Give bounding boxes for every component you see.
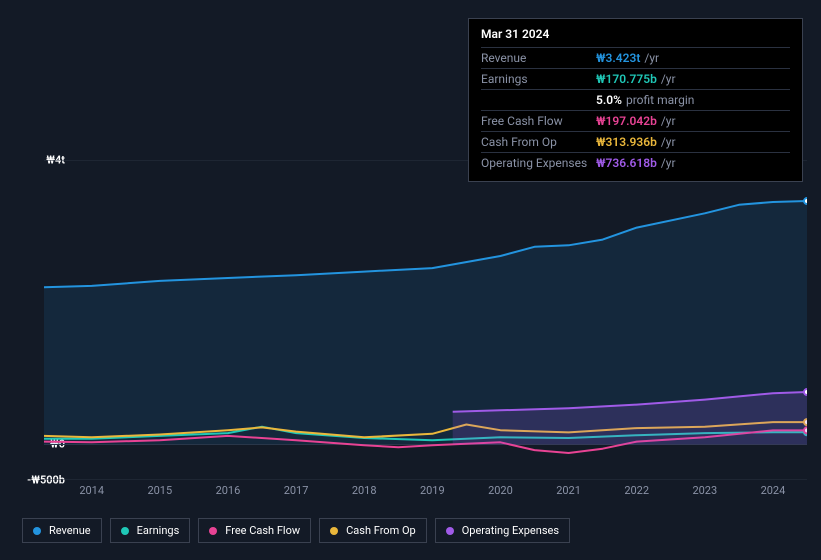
legend-dot-icon bbox=[33, 527, 41, 535]
tooltip-value: ₩3.423t bbox=[596, 51, 640, 65]
x-tick-label: 2020 bbox=[488, 484, 513, 497]
x-tick-label: 2024 bbox=[761, 484, 786, 497]
legend-item[interactable]: Earnings bbox=[110, 518, 191, 543]
tooltip-row: Operating Expenses₩736.618b/yr bbox=[481, 153, 790, 173]
tooltip-date: Mar 31 2024 bbox=[481, 27, 790, 48]
tooltip-row: 5.0% profit margin bbox=[481, 90, 790, 111]
tooltip-value: ₩736.618b bbox=[596, 156, 657, 170]
legend-label: Revenue bbox=[49, 524, 91, 537]
x-tick-label: 2014 bbox=[79, 484, 104, 497]
tooltip-row: Cash From Op₩313.936b/yr bbox=[481, 132, 790, 153]
tooltip-label: Revenue bbox=[481, 51, 596, 65]
tooltip-unit: /yr bbox=[644, 51, 659, 65]
tooltip-label: Cash From Op bbox=[481, 135, 596, 149]
legend-label: Cash From Op bbox=[346, 524, 416, 537]
tooltip-value: ₩170.775b bbox=[596, 72, 657, 86]
chart-plot bbox=[44, 160, 807, 480]
x-axis-labels: 2014 2015 2016 2017 2018 2019 2020 2021 2022 2023… bbox=[44, 484, 807, 504]
tooltip-unit: /yr bbox=[661, 114, 676, 128]
tooltip-value: ₩197.042b bbox=[596, 114, 657, 128]
legend-item[interactable]: Operating Expenses bbox=[435, 518, 570, 543]
legend-label: Earnings bbox=[137, 524, 180, 537]
data-tooltip: Mar 31 2024 Revenue₩3.423t/yrEarnings₩17… bbox=[468, 18, 803, 182]
chart-area[interactable]: ₩4t₩0-₩500b bbox=[22, 160, 807, 480]
legend: Revenue Earnings Free Cash Flow Cash From O… bbox=[22, 518, 570, 543]
legend-dot-icon bbox=[121, 527, 129, 535]
x-tick-label: 2015 bbox=[147, 484, 172, 497]
tooltip-label: Free Cash Flow bbox=[481, 114, 596, 128]
tooltip-row: Revenue₩3.423t/yr bbox=[481, 48, 790, 69]
x-tick-label: 2023 bbox=[692, 484, 717, 497]
legend-dot-icon bbox=[330, 527, 338, 535]
legend-label: Operating Expenses bbox=[462, 524, 559, 537]
legend-label: Free Cash Flow bbox=[225, 524, 300, 537]
tooltip-row: Earnings₩170.775b/yr bbox=[481, 69, 790, 90]
legend-item[interactable]: Cash From Op bbox=[319, 518, 427, 543]
x-tick-label: 2018 bbox=[352, 484, 377, 497]
x-tick-label: 2016 bbox=[216, 484, 241, 497]
tooltip-unit: /yr bbox=[661, 135, 676, 149]
x-tick-label: 2017 bbox=[284, 484, 309, 497]
x-tick-label: 2021 bbox=[556, 484, 581, 497]
tooltip-unit: profit margin bbox=[626, 93, 694, 107]
tooltip-unit: /yr bbox=[661, 72, 676, 86]
tooltip-row: Free Cash Flow₩197.042b/yr bbox=[481, 111, 790, 132]
tooltip-value: 5.0% bbox=[596, 93, 622, 107]
tooltip-label: Earnings bbox=[481, 72, 596, 86]
x-tick-label: 2022 bbox=[624, 484, 649, 497]
legend-dot-icon bbox=[209, 527, 217, 535]
legend-item[interactable]: Free Cash Flow bbox=[198, 518, 311, 543]
x-tick-label: 2019 bbox=[420, 484, 445, 497]
tooltip-value: ₩313.936b bbox=[596, 135, 657, 149]
tooltip-unit: /yr bbox=[661, 156, 676, 170]
tooltip-label: Operating Expenses bbox=[481, 156, 596, 170]
legend-dot-icon bbox=[446, 527, 454, 535]
legend-item[interactable]: Revenue bbox=[22, 518, 102, 543]
